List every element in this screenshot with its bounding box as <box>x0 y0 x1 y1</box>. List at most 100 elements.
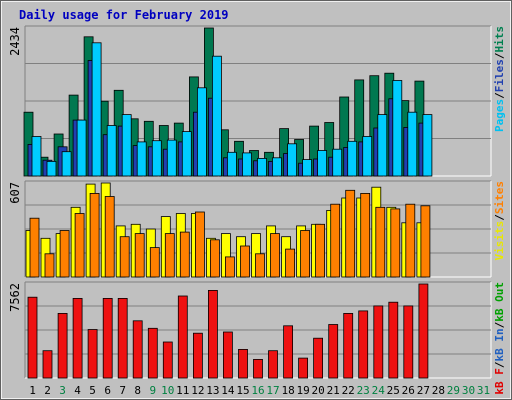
bar <box>91 42 102 177</box>
bar <box>194 211 205 278</box>
bar <box>302 159 313 177</box>
bar <box>405 203 416 278</box>
legend: Visits/Sites <box>493 181 506 261</box>
bar <box>375 206 386 278</box>
bar <box>177 295 188 379</box>
legend-entry: Pages <box>493 99 506 132</box>
legend-entry: kB In <box>493 328 506 361</box>
chart-title: Daily usage for February 2019 <box>19 8 229 22</box>
legend-entry: Files <box>493 59 506 92</box>
bar <box>72 297 83 379</box>
bar <box>42 350 53 379</box>
bar <box>121 114 132 177</box>
x-tick-label: 8 <box>134 384 141 397</box>
x-tick-label: 29 <box>447 384 460 397</box>
bar <box>192 332 203 379</box>
bar <box>106 125 117 177</box>
bar <box>181 131 192 177</box>
bar <box>151 140 162 177</box>
legend-entry: Hits <box>493 26 506 53</box>
panel-2: 607 Visits/Sites <box>8 180 506 278</box>
x-tick-label: 4 <box>74 384 81 397</box>
bar <box>257 157 267 177</box>
bar <box>315 223 326 278</box>
legend-entry: kB F <box>493 368 506 395</box>
bar <box>104 196 115 278</box>
bar <box>224 256 235 278</box>
bar <box>422 114 433 177</box>
bar <box>390 208 401 278</box>
bar <box>240 245 250 278</box>
x-tick-label: 27 <box>417 384 430 397</box>
legend-separator: / <box>493 321 506 328</box>
bar <box>44 253 55 278</box>
x-tick-label: 19 <box>296 384 309 397</box>
bar <box>136 141 147 177</box>
x-tick-label: 1 <box>29 384 36 397</box>
bar <box>89 192 100 278</box>
bar <box>209 239 220 278</box>
bar <box>149 247 160 278</box>
legend: kB F/kB In/kB Out <box>493 282 506 395</box>
bar <box>207 289 218 379</box>
bar <box>132 320 143 379</box>
bar <box>147 327 158 379</box>
x-tick-label: 25 <box>387 384 400 397</box>
bar <box>330 203 341 278</box>
bar <box>29 217 40 278</box>
bar <box>300 230 311 278</box>
bar <box>242 152 252 177</box>
bar <box>358 310 369 379</box>
series-sites <box>29 189 431 278</box>
x-tick-label: 6 <box>104 384 111 397</box>
bar <box>285 248 296 278</box>
x-tick-label: 24 <box>372 384 386 397</box>
bar <box>253 358 263 379</box>
bar <box>102 297 113 379</box>
axis-max-label: 2434 <box>8 27 22 56</box>
bar <box>255 253 265 278</box>
bar <box>211 55 222 177</box>
bar <box>362 136 373 177</box>
bar <box>46 160 57 177</box>
bar <box>76 119 87 177</box>
bar <box>283 325 294 379</box>
bar <box>328 324 339 379</box>
bar <box>117 297 128 379</box>
legend-entry: Sites <box>493 181 506 214</box>
bar <box>87 329 98 379</box>
series-kb-f <box>27 283 429 379</box>
bar <box>27 296 38 379</box>
bar <box>270 233 280 278</box>
x-tick-label: 5 <box>89 384 96 397</box>
panel-3: 7562 kB F/kB In/kB Out <box>8 281 506 395</box>
legend-entry: Visits <box>493 221 506 261</box>
bar <box>392 80 403 177</box>
x-tick-label: 20 <box>311 384 324 397</box>
bar <box>317 150 328 177</box>
bar <box>179 231 190 278</box>
bar <box>74 213 85 278</box>
x-tick-label: 15 <box>236 384 249 397</box>
bar <box>162 341 173 379</box>
bar <box>268 350 278 379</box>
axis-max-label: 7562 <box>8 283 22 312</box>
x-tick-label: 12 <box>191 384 204 397</box>
bar <box>420 205 431 278</box>
x-tick-label: 28 <box>432 384 445 397</box>
x-tick-label: 31 <box>477 384 490 397</box>
bar <box>166 139 177 177</box>
x-tick-label: 30 <box>462 384 475 397</box>
x-tick-label: 13 <box>206 384 219 397</box>
bar <box>226 151 237 177</box>
bar <box>61 151 72 177</box>
x-tick-label: 26 <box>402 384 415 397</box>
x-tick-label: 14 <box>221 384 235 397</box>
bar <box>196 87 207 177</box>
bar <box>313 337 324 379</box>
legend-separator: / <box>493 361 506 368</box>
bar <box>287 143 298 177</box>
x-tick-label: 18 <box>281 384 294 397</box>
